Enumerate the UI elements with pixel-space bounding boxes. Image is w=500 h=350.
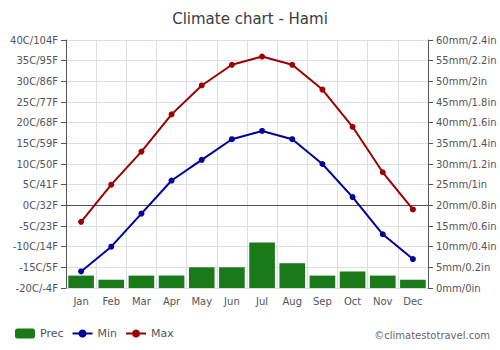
svg-text:40mm/1.6in: 40mm/1.6in [436,117,497,128]
svg-text:5C/41F: 5C/41F [23,179,58,190]
svg-text:35C/95F: 35C/95F [16,55,58,66]
svg-text:20mm/0.8in: 20mm/0.8in [436,200,497,211]
svg-text:Oct: Oct [344,296,361,307]
svg-text:Climate chart - Hami: Climate chart - Hami [172,10,328,28]
svg-text:25C/77F: 25C/77F [16,97,58,108]
svg-text:Dec: Dec [403,296,422,307]
svg-text:Min: Min [98,327,118,340]
svg-text:15C/59F: 15C/59F [16,138,58,149]
svg-text:-15C/5F: -15C/5F [19,262,58,273]
svg-text:Aug: Aug [282,296,302,307]
svg-text:25mm/1in: 25mm/1in [436,179,487,190]
svg-text:0mm/0in: 0mm/0in [436,283,481,294]
svg-text:Jan: Jan [72,296,88,307]
svg-text:20C/68F: 20C/68F [16,117,58,128]
svg-text:40C/104F: 40C/104F [10,35,58,46]
svg-text:50mm/2in: 50mm/2in [436,76,487,87]
svg-text:Jun: Jun [223,296,240,307]
svg-text:-5C/23F: -5C/23F [19,221,58,232]
svg-text:-20C/-4F: -20C/-4F [16,283,59,294]
svg-text:30C/86F: 30C/86F [16,76,58,87]
svg-text:55mm/2.2in: 55mm/2.2in [436,55,497,66]
svg-text:15mm/0.6in: 15mm/0.6in [436,221,497,232]
svg-text:10mm/0.4in: 10mm/0.4in [436,241,497,252]
svg-text:-10C/14F: -10C/14F [13,241,58,252]
svg-text:Prec: Prec [40,327,64,340]
svg-text:Nov: Nov [373,296,393,307]
svg-text:May: May [191,296,212,307]
svg-text:Jul: Jul [255,296,268,307]
svg-text:Sep: Sep [313,296,332,307]
svg-text:5mm/0.2in: 5mm/0.2in [436,262,490,273]
svg-text:35mm/1.4in: 35mm/1.4in [436,138,497,149]
svg-text:0C/32F: 0C/32F [23,200,58,211]
svg-text:Apr: Apr [163,296,181,307]
svg-text:10C/50F: 10C/50F [16,159,58,170]
svg-text:60mm/2.4in: 60mm/2.4in [436,35,497,46]
svg-text:Feb: Feb [102,296,120,307]
svg-text:Mar: Mar [132,296,152,307]
svg-text:30mm/1.2in: 30mm/1.2in [436,159,497,170]
svg-text:©climatestotravel.com: ©climatestotravel.com [374,330,490,341]
svg-text:45mm/1.8in: 45mm/1.8in [436,97,497,108]
svg-text:Max: Max [151,327,174,340]
